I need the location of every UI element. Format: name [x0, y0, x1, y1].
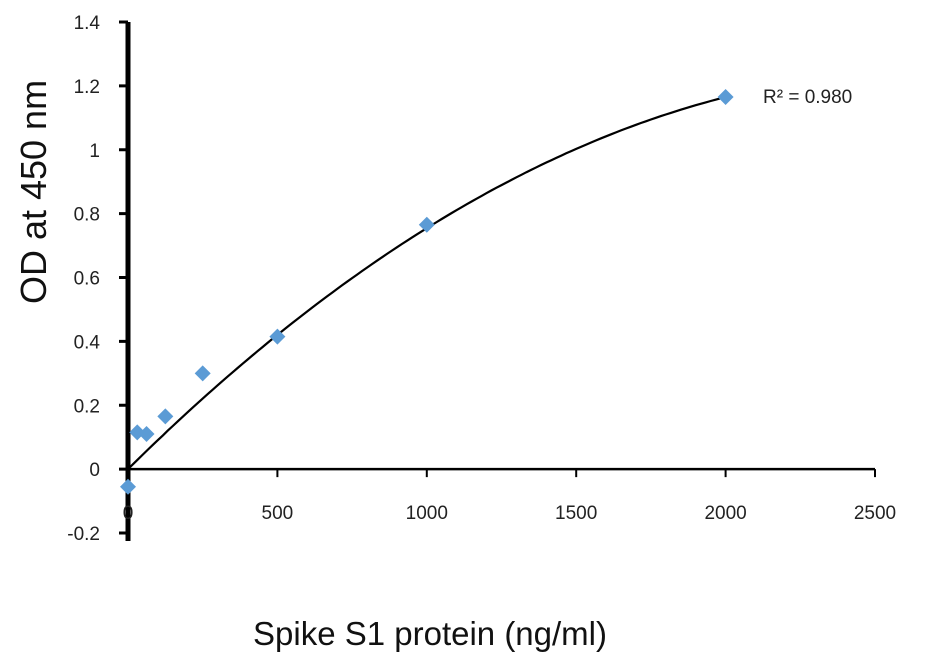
y-tick-label: 1 — [89, 141, 100, 162]
data-point — [157, 408, 174, 425]
x-axis-title: Spike S1 protein (ng/ml) — [253, 615, 607, 652]
data-point — [269, 328, 286, 345]
data-point — [717, 89, 734, 106]
x-tick-label: 1500 — [555, 503, 597, 524]
y-tick-label: 1.2 — [74, 77, 100, 98]
x-tick-label: 0 — [123, 503, 134, 524]
y-tick-label: 0.2 — [74, 396, 100, 417]
y-tick-label: 0.4 — [74, 332, 101, 353]
data-point — [138, 425, 155, 442]
x-axis: 0 500 1000 1500 2000 2500 — [123, 467, 896, 524]
y-tick-label: -0.2 — [67, 524, 100, 545]
data-point — [120, 478, 136, 495]
y-axis-title: OD at 450 nm — [13, 80, 54, 304]
x-tick-label: 2000 — [704, 503, 746, 524]
data-point — [194, 365, 211, 382]
x-tick-label: 2500 — [854, 503, 896, 524]
y-tick-label: 1.4 — [74, 13, 101, 34]
y-tick-label: 0.6 — [74, 269, 100, 290]
trendline — [127, 96, 726, 470]
x-tick-label: 500 — [262, 503, 294, 524]
data-points — [120, 89, 734, 495]
y-tick-label: 0.8 — [74, 205, 100, 226]
r-squared-label: R² = 0.980 — [763, 87, 852, 108]
data-point — [418, 216, 435, 233]
y-axis: -0.2 0 0.2 0.4 0.6 0.8 1 1.2 1.4 — [67, 13, 131, 545]
y-tick-label: 0 — [89, 460, 100, 481]
x-tick-label: 1000 — [406, 503, 448, 524]
